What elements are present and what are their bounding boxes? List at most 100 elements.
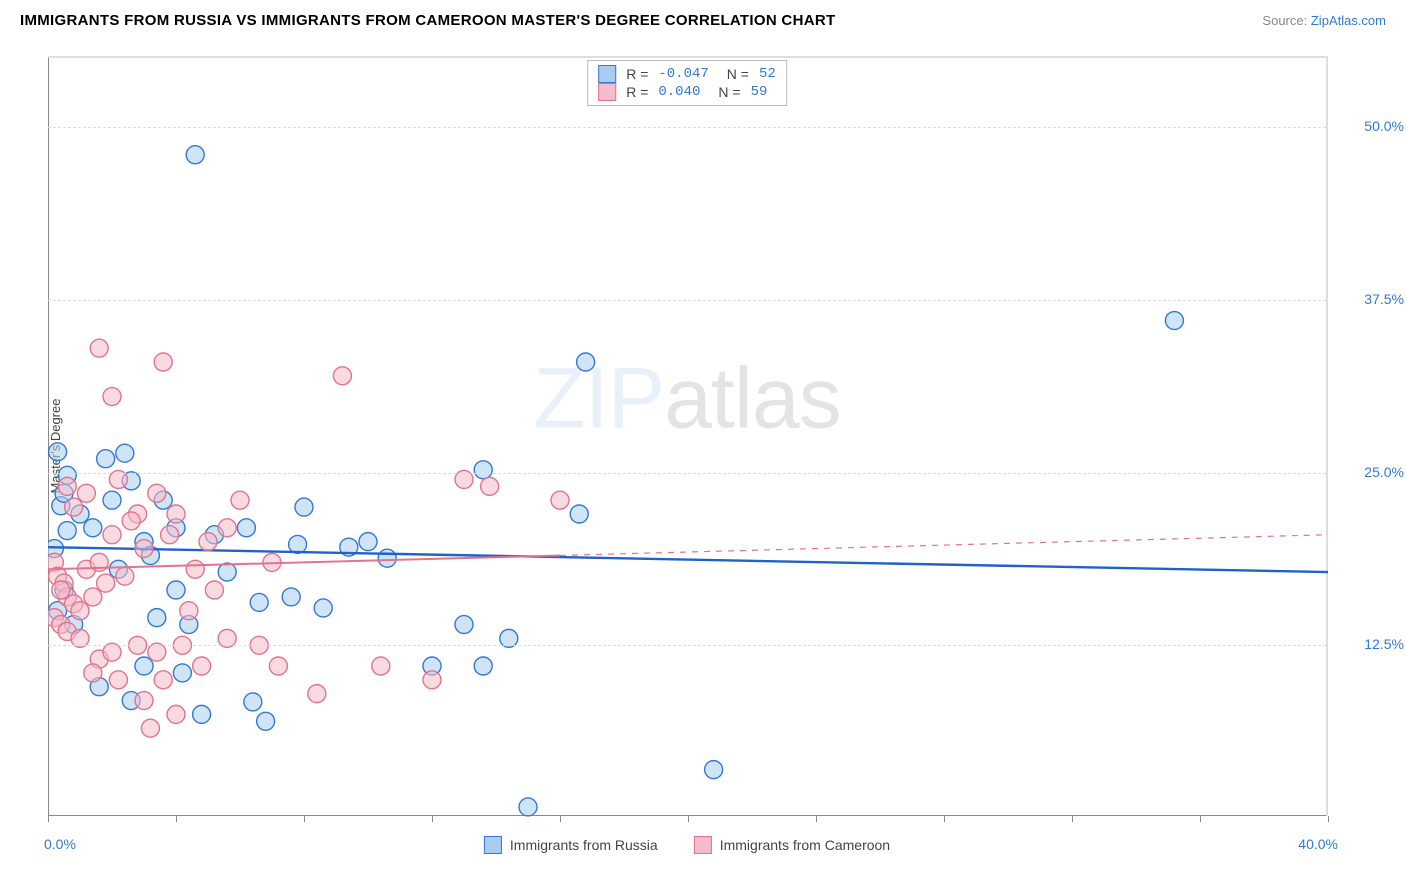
y-tick-label: 12.5% [1340,636,1404,652]
scatter-svg [48,58,1328,818]
legend-swatch-russia [598,65,616,83]
scatter-point-russia [218,563,236,581]
scatter-point-russia [58,522,76,540]
scatter-point-cameroon [333,367,351,385]
scatter-point-cameroon [269,657,287,675]
scatter-point-cameroon [180,602,198,620]
scatter-point-cameroon [218,519,236,537]
scatter-point-cameroon [205,581,223,599]
gridline-h [48,473,1326,474]
scatter-point-cameroon [372,657,390,675]
scatter-point-russia [49,443,67,461]
scatter-point-cameroon [109,671,127,689]
scatter-point-russia [577,353,595,371]
source-attribution: Source: ZipAtlas.com [1262,13,1386,28]
scatter-point-cameroon [167,505,185,523]
x-tick-mark [304,816,305,822]
scatter-point-cameroon [167,705,185,723]
scatter-point-cameroon [308,685,326,703]
x-tick-mark [944,816,945,822]
scatter-point-cameroon [154,671,172,689]
scatter-point-cameroon [116,567,134,585]
scatter-point-russia [455,616,473,634]
scatter-point-russia [103,491,121,509]
scatter-point-cameroon [103,526,121,544]
x-axis-max-label: 40.0% [1298,836,1338,852]
scatter-point-russia [237,519,255,537]
scatter-point-cameroon [199,533,217,551]
scatter-point-russia [250,593,268,611]
gridline-h [48,645,1326,646]
scatter-point-cameroon [84,588,102,606]
source-value: ZipAtlas.com [1311,13,1386,28]
scatter-point-cameroon [161,526,179,544]
scatter-point-cameroon [186,560,204,578]
series-legend-item-russia: Immigrants from Russia [484,836,658,854]
source-label: Source: [1262,13,1307,28]
header: IMMIGRANTS FROM RUSSIA VS IMMIGRANTS FRO… [0,0,1406,40]
scatter-point-cameroon [84,664,102,682]
scatter-point-cameroon [52,581,70,599]
scatter-point-cameroon [97,574,115,592]
scatter-point-cameroon [135,540,153,558]
scatter-point-cameroon [90,339,108,357]
scatter-point-russia [244,693,262,711]
x-tick-mark [176,816,177,822]
scatter-point-cameroon [103,388,121,406]
scatter-point-russia [474,657,492,675]
chart-plot-area: ZIPatlas R =-0.047N =52R = 0.040N =59 0.… [48,56,1328,816]
scatter-point-russia [97,450,115,468]
x-tick-mark [1200,816,1201,822]
scatter-point-russia [148,609,166,627]
scatter-point-russia [570,505,588,523]
scatter-point-cameroon [481,477,499,495]
series-legend-label: Immigrants from Russia [510,837,658,853]
scatter-point-russia [116,444,134,462]
x-tick-mark [48,816,49,822]
scatter-point-russia [314,599,332,617]
y-tick-label: 25.0% [1340,464,1404,480]
scatter-point-russia [186,146,204,164]
legend-swatch-russia [484,836,502,854]
correlation-legend: R =-0.047N =52R = 0.040N =59 [587,60,787,106]
n-value: 59 [751,84,768,100]
n-value: 52 [759,66,776,82]
scatter-point-cameroon [154,353,172,371]
corr-legend-row-russia: R =-0.047N =52 [598,65,776,83]
trendline-russia [48,547,1328,572]
scatter-point-cameroon [193,657,211,675]
scatter-point-cameroon [58,477,76,495]
scatter-point-russia [1165,312,1183,330]
scatter-point-cameroon [71,602,89,620]
scatter-point-cameroon [122,512,140,530]
scatter-point-cameroon [423,671,441,689]
series-legend-item-cameroon: Immigrants from Cameroon [694,836,890,854]
x-tick-mark [688,816,689,822]
y-tick-label: 50.0% [1340,118,1404,134]
gridline-h [48,127,1326,128]
scatter-point-russia [84,519,102,537]
scatter-point-russia [359,533,377,551]
gridline-h [48,300,1326,301]
legend-swatch-cameroon [694,836,712,854]
scatter-point-russia [474,461,492,479]
scatter-point-cameroon [148,484,166,502]
x-tick-mark [432,816,433,822]
scatter-point-russia [705,761,723,779]
n-label: N = [727,66,749,82]
series-legend: Immigrants from Russia Immigrants from Ca… [484,836,890,854]
scatter-point-russia [173,664,191,682]
scatter-point-russia [519,798,537,816]
scatter-point-russia [193,705,211,723]
scatter-point-russia [135,657,153,675]
scatter-point-russia [378,549,396,567]
scatter-point-cameroon [135,692,153,710]
x-tick-mark [1328,816,1329,822]
scatter-point-cameroon [77,484,95,502]
chart-container: IMMIGRANTS FROM RUSSIA VS IMMIGRANTS FRO… [0,0,1406,892]
scatter-point-cameroon [551,491,569,509]
r-label: R = [626,84,648,100]
trendline-cameroon-dashed [560,535,1328,556]
x-axis-min-label: 0.0% [44,836,76,852]
scatter-point-cameroon [231,491,249,509]
